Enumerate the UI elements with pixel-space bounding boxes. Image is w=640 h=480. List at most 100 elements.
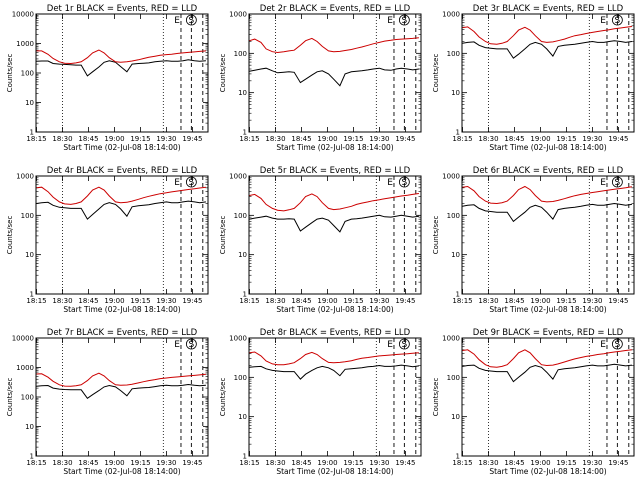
e-marker-label: E (600, 16, 606, 26)
lld-series-line (36, 372, 206, 387)
x-tick-label: 19:30 (369, 459, 389, 467)
x-tick-label: 19:30 (582, 297, 602, 305)
x-tick-label: 19:45 (608, 297, 628, 305)
x-tick-label: 19:45 (608, 459, 628, 467)
x-tick-label: 19:15 (343, 135, 363, 143)
x-tick-label: 19:15 (556, 135, 576, 143)
x-tick-label: 18:15 (26, 297, 46, 305)
x-tick-label: 19:00 (530, 297, 550, 305)
y-tick-label: 10 (451, 89, 460, 97)
plot-frame (248, 13, 422, 133)
y-tick-label: 1 (243, 453, 247, 461)
x-tick-label: 19:45 (182, 459, 202, 467)
e-marker-label: E (600, 178, 606, 188)
y-tick-label: 1 (456, 291, 460, 299)
s-marker-circle (398, 176, 410, 188)
x-tick-label: 18:15 (26, 459, 46, 467)
panel-title: Det 5r BLACK = Events, RED = LLD (260, 166, 411, 176)
panel-title: Det 7r BLACK = Events, RED = LLD (47, 328, 198, 338)
e-marker-label: E (600, 340, 606, 350)
x-tick-label: 18:30 (265, 135, 285, 143)
x-tick-label: 18:30 (478, 297, 498, 305)
y-tick-label: 100 (21, 394, 34, 402)
y-axis-label: Counts/sec (432, 54, 440, 93)
y-tick-label: 1000 (229, 335, 247, 343)
x-tick-label: 18:45 (78, 297, 98, 305)
x-tick-label: 18:45 (504, 297, 524, 305)
x-tick-label: 18:30 (265, 297, 285, 305)
y-tick-label: 10 (25, 99, 34, 107)
plot-frame (35, 13, 209, 133)
x-axis-label: Start Time (02-Jul-08 18:14:00) (276, 143, 393, 152)
lld-series-line (462, 185, 632, 205)
panel: Det 3r BLACK = Events, RED = LLD 1 10 100 10… (432, 4, 635, 152)
s-marker-label: S (615, 178, 621, 188)
plot-frame (248, 175, 422, 295)
s-marker-circle (185, 14, 197, 26)
x-tick-label: 19:30 (156, 297, 176, 305)
x-tick-label: 18:15 (26, 135, 46, 143)
panel: Det 4r BLACK = Events, RED = LLD 1 10 100 10… (6, 166, 209, 314)
lld-series-line (462, 349, 632, 368)
x-tick-label: 19:15 (556, 459, 576, 467)
y-axis-label: Counts/sec (6, 216, 14, 255)
y-tick-label: 1000 (442, 173, 460, 181)
s-marker-label: S (189, 340, 195, 350)
events-series-line (249, 214, 419, 233)
x-tick-label: 18:30 (265, 459, 285, 467)
x-tick-label: 18:45 (291, 135, 311, 143)
x-tick-label: 19:45 (608, 135, 628, 143)
y-tick-label: 100 (234, 50, 247, 58)
y-axis-label: Counts/sec (6, 378, 14, 417)
x-tick-label: 18:45 (78, 459, 98, 467)
y-tick-label: 1000 (16, 364, 34, 372)
lld-series-line (462, 26, 632, 45)
y-tick-label: 100 (447, 374, 460, 382)
e-marker-label: E (387, 16, 393, 26)
x-tick-label: 18:45 (291, 459, 311, 467)
panel-title: Det 4r BLACK = Events, RED = LLD (47, 166, 198, 176)
y-axis-label: Counts/sec (432, 378, 440, 417)
y-axis-label: Counts/sec (219, 378, 227, 417)
x-tick-label: 19:15 (556, 297, 576, 305)
x-tick-label: 19:00 (104, 297, 124, 305)
events-series-line (249, 67, 419, 87)
plot-frame (461, 13, 635, 133)
s-marker-label: S (615, 340, 621, 350)
panel: Det 6r BLACK = Events, RED = LLD 1 10 100 10… (432, 166, 635, 314)
x-tick-label: 18:30 (52, 297, 72, 305)
s-marker-label: S (402, 178, 408, 188)
x-axis-label: Start Time (02-Jul-08 18:14:00) (489, 143, 606, 152)
y-axis-label: Counts/sec (432, 216, 440, 255)
y-tick-label: 100 (234, 374, 247, 382)
plot-frame (35, 175, 209, 295)
x-tick-label: 19:15 (130, 135, 150, 143)
y-tick-label: 10000 (12, 11, 34, 19)
panel: Det 7r BLACK = Events, RED = LLD 1 10 100 10… (6, 328, 209, 476)
x-tick-label: 18:15 (239, 297, 259, 305)
y-tick-label: 10 (238, 89, 247, 97)
x-axis-label: Start Time (02-Jul-08 18:14:00) (63, 305, 180, 314)
x-tick-label: 18:45 (78, 135, 98, 143)
lld-series-line (249, 351, 419, 366)
panel: Det 2r BLACK = Events, RED = LLD 1 10 100 10… (219, 4, 422, 152)
x-tick-label: 19:30 (156, 135, 176, 143)
x-tick-label: 19:45 (395, 297, 415, 305)
panel: Det 1r BLACK = Events, RED = LLD 1 10 100 10… (6, 4, 209, 152)
y-tick-label: 1000 (229, 173, 247, 181)
x-tick-label: 19:45 (395, 459, 415, 467)
s-marker-circle (185, 338, 197, 350)
y-tick-label: 10000 (12, 335, 34, 343)
s-marker-circle (185, 176, 197, 188)
y-tick-label: 1 (30, 129, 34, 137)
x-axis-label: Start Time (02-Jul-08 18:14:00) (276, 305, 393, 314)
plot-frame (248, 337, 422, 457)
s-marker-circle (398, 338, 410, 350)
x-tick-label: 19:30 (156, 459, 176, 467)
x-tick-label: 18:15 (452, 135, 472, 143)
s-marker-circle (611, 176, 623, 188)
y-tick-label: 10 (238, 413, 247, 421)
x-axis-label: Start Time (02-Jul-08 18:14:00) (489, 305, 606, 314)
x-tick-label: 18:30 (478, 459, 498, 467)
